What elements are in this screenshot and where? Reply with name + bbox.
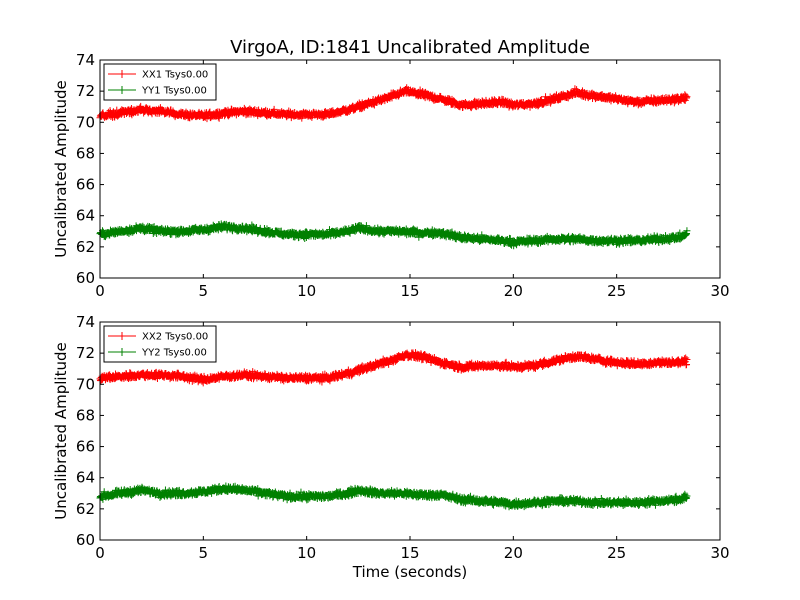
top-x-tick-label: 15 bbox=[400, 282, 419, 300]
top-y-tick-label: 68 bbox=[76, 144, 95, 162]
data-point bbox=[215, 114, 223, 122]
top-y-tick-label: 64 bbox=[76, 207, 95, 225]
top-y-axis-label: Uncalibrated Amplitude bbox=[52, 80, 70, 257]
top-series-layer bbox=[96, 84, 691, 250]
top-y-tick-label: 60 bbox=[76, 269, 95, 287]
top-x-tick-label: 5 bbox=[199, 282, 209, 300]
top-x-tick-label: 25 bbox=[607, 282, 626, 300]
top-legend-label-xx1: XX1 Tsys0.00 bbox=[142, 70, 208, 81]
top-y-tick-label: 66 bbox=[76, 176, 95, 194]
chart-title: VirgoA, ID:1841 Uncalibrated Amplitude bbox=[230, 37, 590, 58]
top-y-tick-label: 70 bbox=[76, 113, 95, 131]
top-x-tick-label: 20 bbox=[504, 282, 523, 300]
top-series-xx bbox=[96, 84, 691, 123]
top-y-tick-label: 62 bbox=[76, 238, 95, 256]
top-x-tick-label: 0 bbox=[95, 282, 105, 300]
top-x-tick-label: 10 bbox=[297, 282, 316, 300]
top-legend-label-yy1: YY1 Tsys0.00 bbox=[141, 86, 207, 97]
top-subplot: 0 5 10 15 20 25 30 60 62 64 66 68 70 72 74 Uncalibrate… bbox=[52, 51, 730, 300]
top-y-tick-label: 74 bbox=[76, 51, 95, 69]
top-x-tick-label: 30 bbox=[710, 282, 729, 300]
top-y-tick-label: 72 bbox=[76, 82, 95, 100]
top-legend: XX1 Tsys0.00 YY1 Tsys0.00 bbox=[103, 63, 217, 101]
